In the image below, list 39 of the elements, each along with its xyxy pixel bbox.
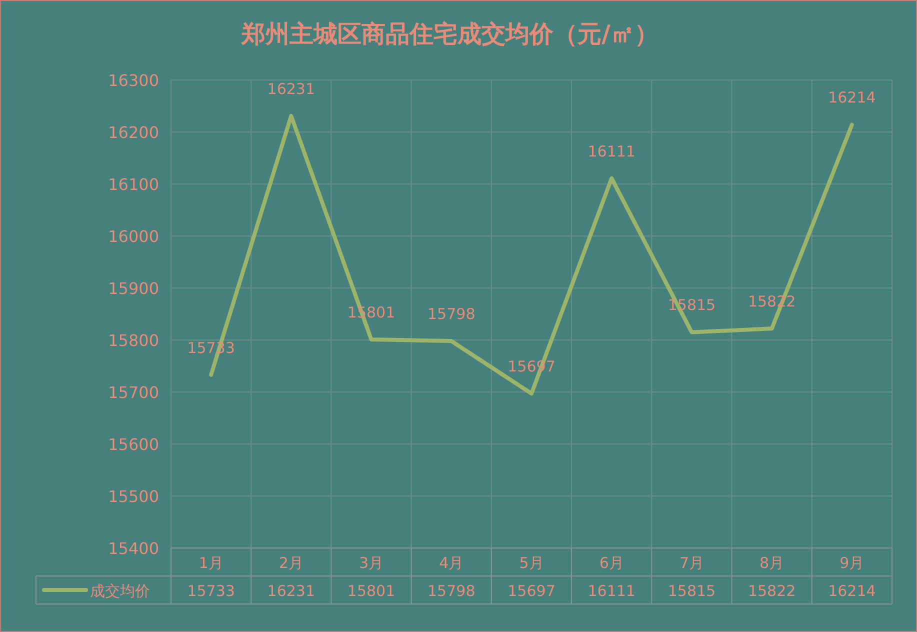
x-tick-label: 4月 [439, 554, 464, 572]
y-tick-label: 16200 [108, 123, 159, 142]
y-tick-label: 15900 [108, 279, 159, 298]
legend-label: 成交均价 [90, 582, 150, 600]
data-label: 15822 [748, 292, 796, 311]
x-tick-label: 2月 [278, 554, 304, 572]
text: 15801 [347, 582, 396, 600]
data-label: 15801 [347, 303, 396, 322]
data-label: 16231 [267, 80, 316, 98]
x-tick-label: 5月 [519, 554, 544, 572]
data-label: 15815 [668, 296, 716, 314]
text: 15697 [508, 582, 556, 600]
y-tick-label: 16300 [108, 71, 159, 90]
text: 15798 [428, 582, 476, 600]
data-label: 15798 [428, 305, 476, 324]
y-tick-label: 15700 [108, 383, 159, 402]
text: 16111 [588, 582, 636, 600]
y-tick-label: 15800 [108, 331, 159, 350]
data-label: 16111 [588, 142, 636, 160]
y-tick-label: 16100 [108, 175, 159, 194]
x-tick-label: 1月 [198, 554, 224, 572]
x-tick-label: 9月 [840, 554, 864, 572]
data-label: 15733 [187, 338, 235, 357]
text: 16214 [828, 582, 876, 600]
chart-title: 郑州主城区商品住宅成交均价（元/㎡） [240, 19, 658, 48]
text: 16231 [267, 582, 316, 600]
text: 15815 [668, 582, 716, 600]
x-tick-label: 8月 [760, 554, 784, 572]
data-label: 16214 [828, 88, 876, 107]
y-tick-label: 16000 [108, 227, 159, 246]
y-tick-label: 15600 [108, 435, 159, 454]
y-tick-label: 15400 [108, 539, 159, 558]
data-label: 15697 [508, 358, 556, 376]
x-tick-label: 3月 [359, 554, 384, 572]
y-tick-label: 15500 [108, 487, 159, 506]
x-tick-label: 6月 [599, 554, 624, 572]
x-tick-label: 7月 [679, 554, 704, 572]
text: 15822 [748, 582, 796, 600]
text: 15733 [187, 582, 235, 600]
